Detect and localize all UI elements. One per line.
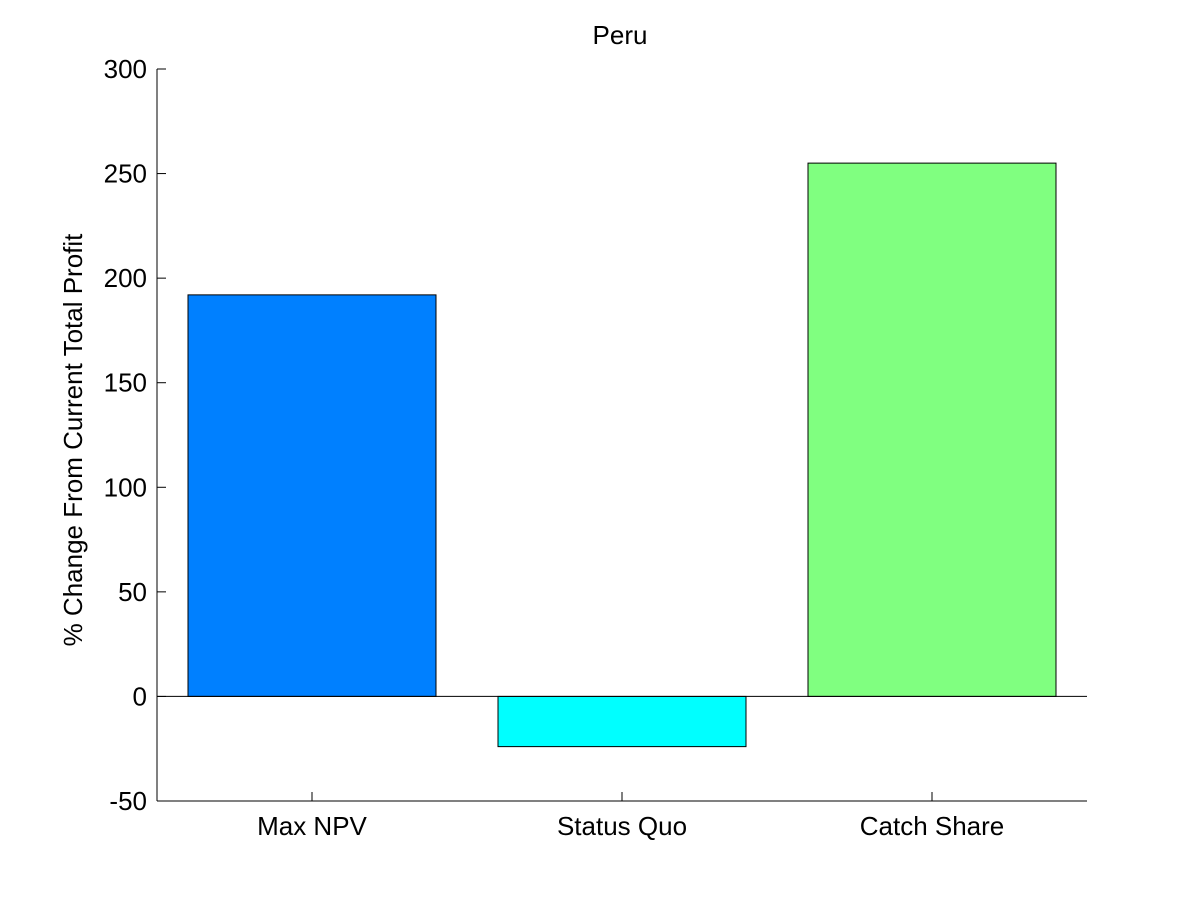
y-tick-label: 100 [104, 472, 147, 502]
y-tick-label: 50 [118, 577, 147, 607]
y-tick-label: 200 [104, 263, 147, 293]
y-tick-label: 250 [104, 159, 147, 189]
y-tick-label: 300 [104, 54, 147, 84]
y-axis-label: % Change From Current Total Profit [58, 233, 88, 647]
x-tick-label: Status Quo [557, 811, 687, 841]
y-tick-label: 150 [104, 368, 147, 398]
bar-catch-share [807, 162, 1057, 697]
x-tick-label: Max NPV [257, 811, 367, 841]
bar-max-npv [187, 294, 437, 697]
x-tick-label: Catch Share [860, 811, 1005, 841]
bar-status-quo [497, 695, 747, 748]
chart-title: Peru [593, 20, 648, 50]
y-tick-label: 0 [133, 681, 147, 711]
bars-layer [187, 162, 1057, 748]
axes-layer: -50 0 50 100 150 200 250 300 Max NPV Status Quo Ca… [104, 54, 1087, 841]
y-tick-label: -50 [109, 786, 147, 816]
